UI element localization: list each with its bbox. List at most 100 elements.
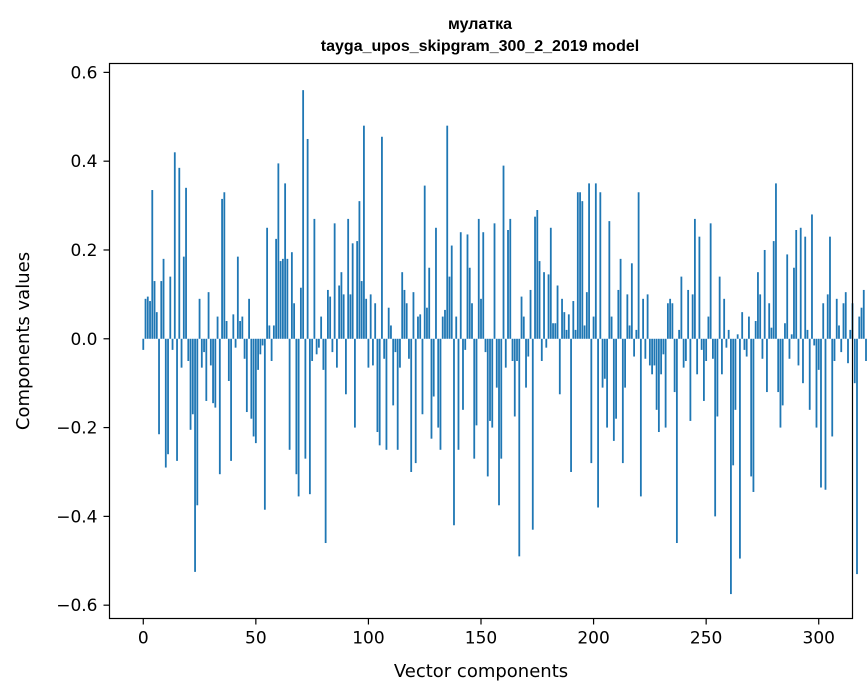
x-tick-label: 250 [690, 629, 722, 649]
bar [754, 321, 757, 339]
bar [259, 338, 262, 355]
x-tick-label: 150 [465, 629, 497, 649]
bar [644, 338, 647, 359]
bar [815, 338, 818, 428]
bar [200, 338, 203, 368]
bar [414, 338, 417, 464]
bar [507, 230, 509, 339]
bar [203, 338, 205, 353]
bar [799, 227, 802, 339]
bar [572, 301, 575, 339]
bar [590, 338, 593, 464]
bar [824, 338, 827, 490]
bar [446, 125, 449, 339]
x-tick-label: 0 [138, 629, 149, 649]
x-tick-label: 50 [245, 629, 267, 649]
bar [354, 338, 356, 428]
bar [666, 303, 669, 339]
bar [552, 323, 554, 339]
bar [788, 338, 791, 359]
x-axis-ticks: 0 50 100 150 200 250 300 [138, 618, 835, 649]
bar [279, 261, 282, 339]
bar [817, 338, 820, 370]
bar [315, 338, 318, 355]
bar [275, 238, 278, 339]
bar [396, 338, 399, 450]
bar [709, 223, 712, 339]
bar [196, 338, 199, 506]
bar [248, 298, 250, 339]
bar [390, 325, 392, 339]
bar [484, 338, 487, 353]
bar [779, 338, 782, 428]
bar [660, 338, 663, 375]
bar [394, 338, 397, 353]
bar [176, 338, 178, 461]
bar [838, 325, 840, 339]
bar [149, 301, 151, 339]
bar [257, 338, 259, 370]
bar [340, 272, 343, 339]
bar [739, 338, 741, 559]
bar [313, 218, 316, 339]
x-tick-label: 200 [577, 629, 609, 649]
bar [329, 296, 332, 339]
bar [761, 338, 764, 359]
bar [477, 218, 480, 339]
bar [795, 230, 798, 339]
bar [299, 287, 302, 339]
bar [457, 338, 460, 450]
bar [493, 223, 496, 339]
bar [495, 338, 498, 388]
bar [221, 198, 223, 339]
bar [270, 338, 273, 361]
bar [367, 338, 370, 368]
bar [498, 338, 500, 506]
bar [721, 338, 723, 375]
bar [385, 338, 388, 450]
bar [435, 227, 437, 339]
bar [653, 338, 656, 366]
bar [543, 272, 545, 339]
bar [858, 316, 861, 339]
bar [290, 252, 293, 339]
bar [777, 338, 780, 393]
bar [844, 292, 847, 339]
bar [684, 338, 687, 361]
bar [160, 281, 163, 339]
bar [727, 329, 730, 339]
bar [392, 338, 395, 406]
bar [797, 338, 800, 366]
bar [860, 307, 863, 339]
x-axis-label: Vector components [394, 661, 568, 682]
bar [820, 338, 822, 488]
bar [216, 316, 219, 339]
bar [522, 316, 525, 339]
bar [840, 338, 843, 353]
bar [387, 307, 390, 339]
y-tick-label: 0.4 [70, 152, 97, 172]
bar [772, 241, 775, 339]
bar [703, 338, 705, 401]
bar [574, 329, 577, 339]
bar [642, 298, 645, 339]
bar [295, 338, 298, 475]
bar [712, 338, 714, 359]
bar [597, 338, 599, 508]
bar [164, 338, 167, 468]
bar [464, 338, 467, 350]
bar [207, 292, 210, 339]
bar [628, 325, 631, 339]
bar [151, 190, 154, 339]
bar [853, 338, 856, 384]
bar [723, 298, 726, 339]
bar [759, 294, 762, 339]
bar [378, 338, 381, 446]
bar [304, 338, 307, 459]
bar [162, 258, 165, 339]
bar [700, 338, 703, 350]
bar [750, 338, 753, 477]
bar [732, 338, 735, 466]
bar [146, 296, 149, 339]
